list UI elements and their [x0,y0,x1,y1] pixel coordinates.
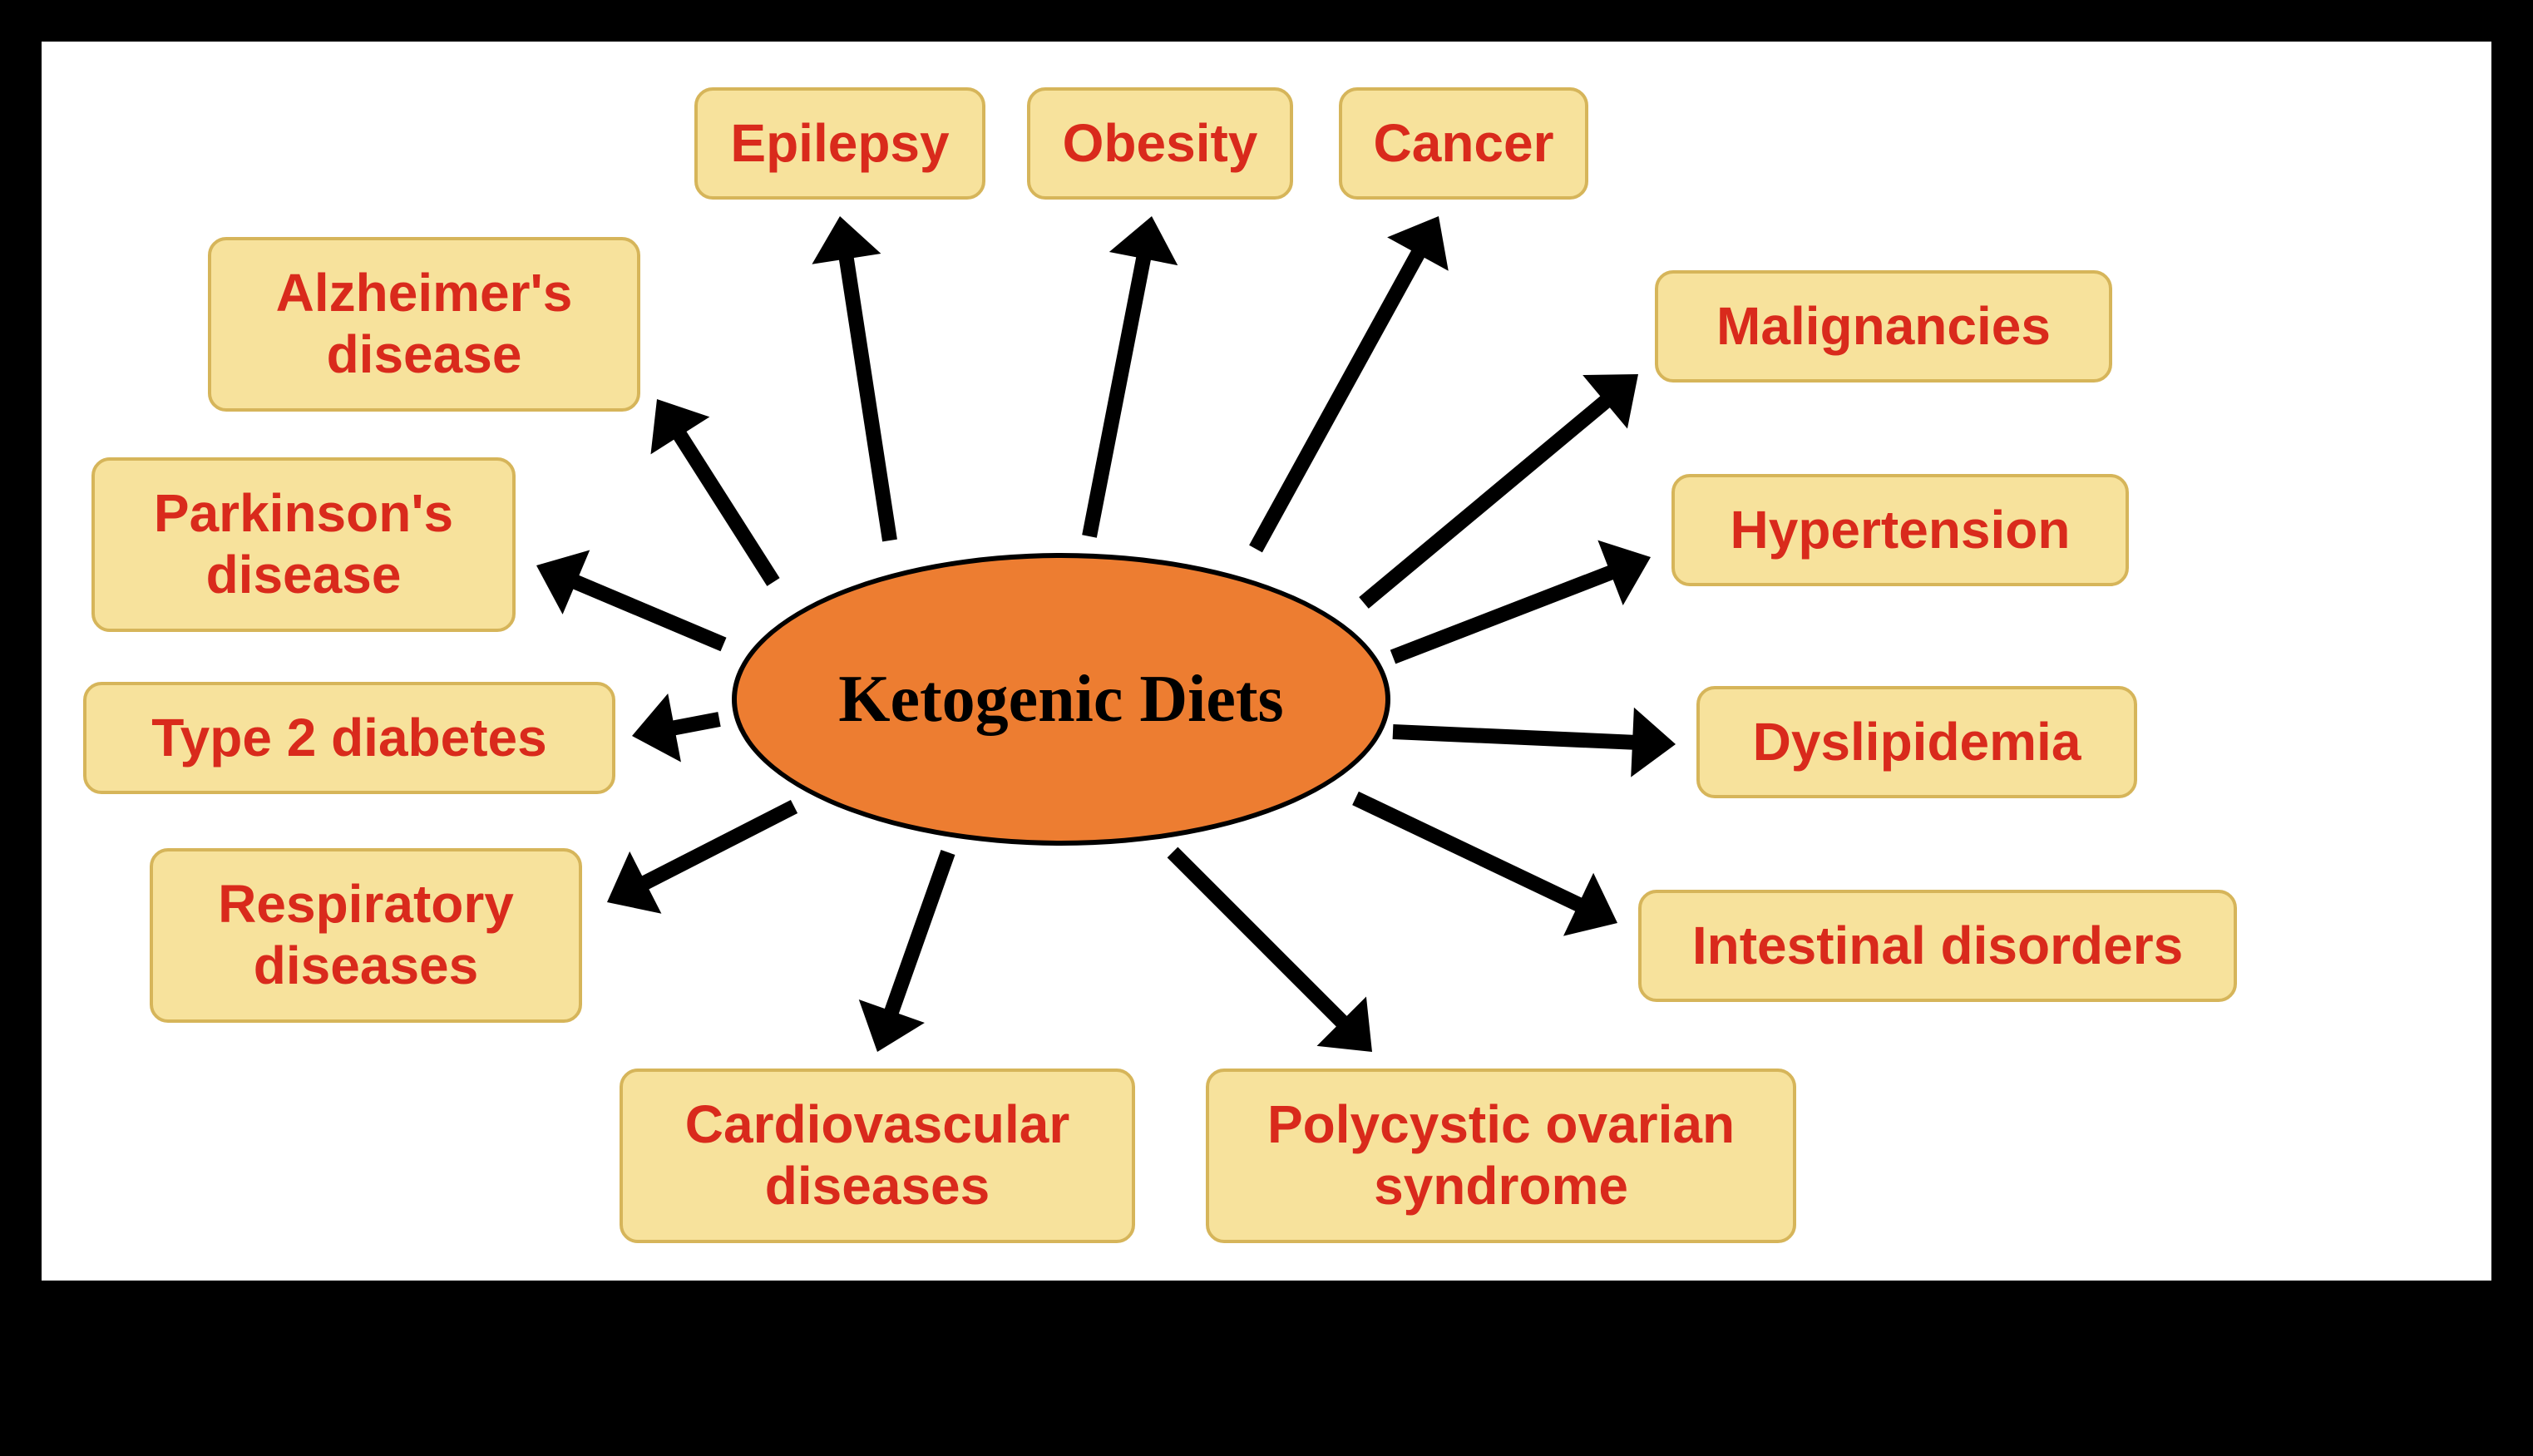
diagram-panel: Ketogenic Diets Epilepsy Obesity Cancer Alzh… [25,25,2508,1297]
node-label-intestinal: Intestinal disorders [1692,916,2183,977]
node-label-cancer: Cancer [1374,113,1554,175]
node-type2diabetes: Type 2 diabetes [83,682,615,794]
node-epilepsy: Epilepsy [694,87,985,200]
node-label-parkinsons: Parkinson's disease [154,483,453,605]
node-parkinsons: Parkinson's disease [91,457,516,632]
node-respiratory: Respiratory diseases [150,848,582,1023]
node-obesity: Obesity [1027,87,1293,200]
node-label-malignancies: Malignancies [1716,296,2051,358]
node-label-obesity: Obesity [1063,113,1258,175]
node-cardiovascular: Cardiovascular diseases [620,1069,1135,1243]
node-hypertension: Hypertension [1671,474,2129,586]
node-intestinal: Intestinal disorders [1638,890,2237,1002]
node-label-epilepsy: Epilepsy [730,113,949,175]
node-alzheimers: Alzheimer's disease [208,237,640,412]
node-label-cardiovascular: Cardiovascular diseases [685,1094,1069,1217]
node-dyslipidemia: Dyslipidemia [1696,686,2137,798]
node-malignancies: Malignancies [1655,270,2112,383]
node-label-dyslipidemia: Dyslipidemia [1753,712,2081,773]
center-label: Ketogenic Diets [838,662,1283,738]
node-cancer: Cancer [1339,87,1588,200]
node-label-type2diabetes: Type 2 diabetes [151,708,546,769]
node-label-pcos: Polycystic ovarian syndrome [1267,1094,1735,1217]
node-label-alzheimers: Alzheimer's disease [276,263,573,385]
page-outer: Ketogenic Diets Epilepsy Obesity Cancer Alzh… [0,0,2533,1456]
node-label-respiratory: Respiratory diseases [218,874,514,996]
node-pcos: Polycystic ovarian syndrome [1206,1069,1796,1243]
node-label-hypertension: Hypertension [1731,500,2071,561]
center-node: Ketogenic Diets [732,553,1390,846]
